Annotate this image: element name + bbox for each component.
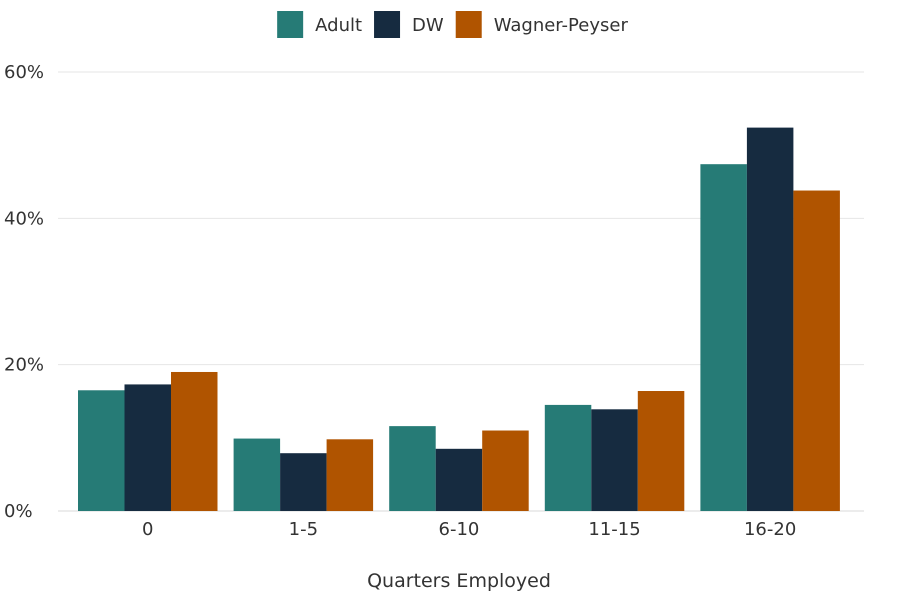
x-axis-ticks: 0 1-5 6-10 11-15 16-20 [142,519,796,540]
bar-wagner-peyser-0 [171,371,218,511]
bar-wagner-peyser-16-20 [793,190,840,511]
bar-wagner-peyser-6-10 [482,430,529,511]
bar-wagner-peyser-1-5 [326,439,374,511]
y-tick-label: 0% [4,501,33,522]
bar-dw-11-15 [591,409,638,511]
legend-label: DW [412,15,444,36]
x-tick-label: 1-5 [289,519,318,540]
legend-label: Adult [315,15,362,36]
bar-adult-0 [78,390,125,511]
legend-item-adult: Adult [277,11,362,38]
legend-swatch [374,11,401,38]
x-tick-label: 16-20 [744,519,796,540]
bar-wagner-peyser-11-15 [637,391,685,511]
x-tick-label: 0 [142,519,153,540]
y-tick-label: 40% [4,208,44,229]
bar-adult-1-5 [233,438,281,511]
bar-dw-6-10 [435,448,483,511]
bar-adult-16-20 [700,164,747,511]
y-tick-label: 20% [4,355,44,376]
legend-label: Wagner-Peyser [494,15,629,36]
legend-swatch [277,11,304,38]
bar-adult-6-10 [389,426,436,511]
bar-dw-0 [124,384,171,511]
bars [78,127,840,512]
x-axis-title: Quarters Employed [367,570,551,592]
legend-item-dw: DW [374,11,444,38]
legend-item-wagner-peyser: Wagner-Peyser [455,11,629,38]
x-tick-label: 11-15 [588,519,640,540]
x-tick-label: 6-10 [439,519,480,540]
y-tick-label: 60% [4,62,44,83]
y-axis-ticks: 0% 20% 40% 60% [4,62,44,522]
legend-swatch [455,11,482,38]
bar-adult-11-15 [544,404,592,511]
bar-dw-1-5 [280,453,327,511]
legend: Adult DW Wagner-Peyser [277,11,628,38]
bar-dw-16-20 [746,127,794,512]
